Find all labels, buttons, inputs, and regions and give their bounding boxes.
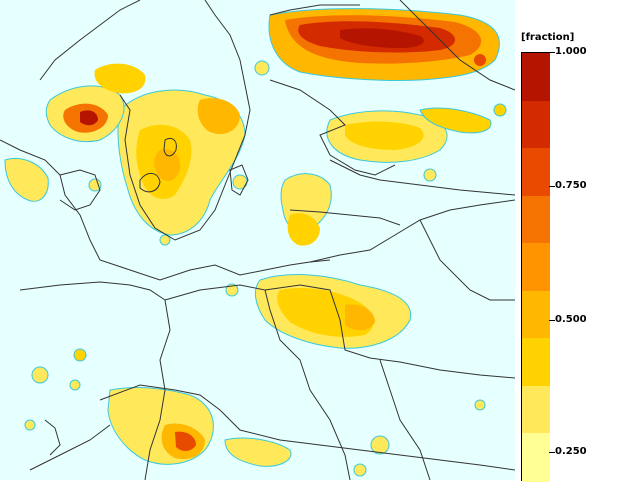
coastline-sweden (119, 0, 251, 241)
legend-panel: [fraction] 1.000 0.750 0.500 0.250 (515, 0, 640, 482)
border-southwest (29, 424, 111, 471)
border-west (19, 281, 171, 480)
legend-label-max: 1.000 (555, 46, 587, 57)
legend-swatch (522, 53, 550, 102)
coastline-finland-gulf (269, 79, 396, 176)
field-layer (4, 8, 507, 477)
border-belarus (419, 219, 515, 301)
legend-swatch (522, 385, 550, 435)
tick-mark (549, 52, 555, 53)
border-czech-slovakia (99, 384, 515, 471)
border-baltic-east (309, 199, 515, 263)
coastline-denmark (59, 169, 101, 211)
legend-swatch (522, 338, 550, 387)
border-latvia-lithuania (289, 209, 401, 226)
tick-mark (549, 186, 555, 187)
legend-label-050: 0.500 (555, 314, 587, 325)
map-background (0, 0, 515, 480)
map-panel (0, 0, 515, 480)
boundary-layer (0, 0, 515, 480)
legend-swatch (522, 195, 550, 245)
legend-color-bar (521, 52, 550, 482)
coastline-south-baltic (0, 139, 331, 281)
legend-swatch (522, 433, 550, 482)
river-west (44, 419, 61, 456)
border-estonia-latvia (329, 159, 515, 196)
border-poland-west (164, 284, 351, 480)
lake-vattern (163, 137, 177, 157)
map-canvas (0, 0, 515, 480)
legend-swatch (522, 100, 550, 150)
legend-swatch (522, 243, 550, 292)
coastline-norway (39, 0, 141, 81)
legend-label-075: 0.750 (555, 180, 587, 191)
tick-mark (549, 320, 555, 321)
lake-vanern (139, 173, 161, 193)
coastline-bothnia (269, 4, 360, 16)
legend-swatch (522, 290, 550, 340)
tick-mark (549, 452, 555, 453)
border-finland-russia (399, 0, 515, 91)
border-poland-east (264, 284, 515, 379)
border-ukraine (379, 359, 431, 480)
legend-unit-label: [fraction] (521, 32, 575, 43)
legend-label-025: 0.250 (555, 446, 587, 457)
island-gotland (229, 164, 249, 196)
legend-swatch (522, 148, 550, 197)
